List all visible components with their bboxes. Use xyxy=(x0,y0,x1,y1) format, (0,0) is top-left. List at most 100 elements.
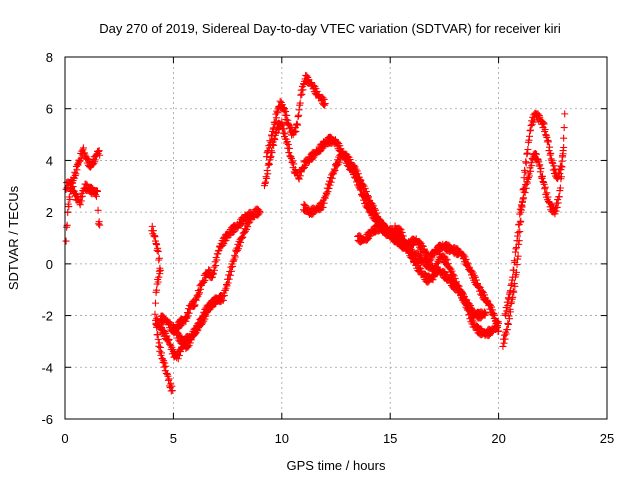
series-track-e xyxy=(156,208,255,337)
data-point xyxy=(458,289,466,297)
x-tick-label: 25 xyxy=(600,431,614,446)
data-point xyxy=(155,254,163,262)
data-point xyxy=(155,267,163,275)
data-point xyxy=(156,343,164,351)
y-tick-label: 0 xyxy=(46,257,53,272)
data-point xyxy=(223,282,231,290)
data-point xyxy=(537,164,545,172)
data-point xyxy=(168,387,176,395)
data-point xyxy=(66,195,74,203)
series-track-b xyxy=(62,176,104,229)
data-point xyxy=(504,301,512,309)
data-point xyxy=(543,189,551,197)
data-point xyxy=(325,184,333,192)
data-point xyxy=(286,122,294,130)
data-point xyxy=(515,220,523,228)
data-point xyxy=(152,288,160,296)
data-point xyxy=(76,201,84,209)
data-point xyxy=(504,320,512,328)
data-point xyxy=(161,328,169,336)
data-point xyxy=(529,118,537,126)
data-point xyxy=(299,86,307,94)
data-point xyxy=(510,266,518,274)
data-point xyxy=(213,296,221,304)
data-point xyxy=(219,296,227,304)
series-track-j xyxy=(354,221,503,335)
data-point xyxy=(552,207,560,215)
data-point xyxy=(555,193,563,201)
data-point xyxy=(233,247,241,255)
series-track-c xyxy=(148,222,176,395)
data-point xyxy=(534,110,542,118)
data-point xyxy=(560,124,568,132)
data-point xyxy=(546,143,554,151)
data-point xyxy=(281,105,289,113)
data-point xyxy=(499,342,507,350)
data-point xyxy=(263,174,271,182)
data-point xyxy=(525,172,533,180)
series-track-a xyxy=(62,144,104,245)
data-point xyxy=(509,273,517,281)
data-point xyxy=(449,270,457,278)
data-point xyxy=(466,310,474,318)
data-point xyxy=(398,228,406,236)
data-point xyxy=(292,127,300,135)
data-point xyxy=(507,308,515,316)
data-point xyxy=(152,299,160,307)
data-point xyxy=(321,100,329,108)
plot-frame xyxy=(64,56,608,420)
data-point xyxy=(491,311,499,319)
data-point xyxy=(514,229,522,237)
data-point xyxy=(448,267,456,275)
data-point xyxy=(94,187,102,195)
data-point xyxy=(432,267,440,275)
y-tick-label: 4 xyxy=(46,153,53,168)
data-point xyxy=(195,289,203,297)
data-point xyxy=(511,258,519,266)
data-point xyxy=(492,325,500,333)
data-point xyxy=(544,138,552,146)
data-point xyxy=(550,162,558,170)
data-point xyxy=(211,266,219,274)
data-point xyxy=(67,176,75,184)
data-point xyxy=(503,307,511,315)
data-point xyxy=(327,178,335,186)
data-point xyxy=(451,274,459,282)
y-tick-label: 2 xyxy=(46,205,53,220)
data-point xyxy=(298,90,306,98)
x-tick-label: 10 xyxy=(275,431,289,446)
data-point xyxy=(547,201,555,209)
data-point xyxy=(517,217,525,225)
data-point xyxy=(96,221,104,229)
data-point xyxy=(502,311,510,319)
data-point xyxy=(225,275,233,283)
chart-title: Day 270 of 2019, Sidereal Day-to-day VTE… xyxy=(99,21,561,36)
data-point xyxy=(72,170,80,178)
data-point xyxy=(524,146,532,154)
data-point xyxy=(283,138,291,146)
data-point xyxy=(468,267,476,275)
data-point xyxy=(285,144,293,152)
data-point xyxy=(370,205,378,213)
data-point xyxy=(536,161,544,169)
series-track-d xyxy=(152,205,264,363)
data-point xyxy=(460,251,468,259)
data-point xyxy=(294,121,302,129)
data-point xyxy=(151,310,159,318)
data-point xyxy=(516,228,524,236)
data-point xyxy=(154,247,162,255)
data-point xyxy=(350,162,358,170)
data-point xyxy=(162,362,170,370)
data-point xyxy=(155,339,163,347)
data-point xyxy=(514,252,522,260)
data-point xyxy=(527,167,535,175)
x-tick-label: 0 xyxy=(61,431,68,446)
data-point xyxy=(279,121,287,129)
data-point xyxy=(494,323,502,331)
data-point xyxy=(289,157,297,165)
data-point xyxy=(244,223,252,231)
data-point xyxy=(271,118,279,126)
data-point xyxy=(561,110,569,118)
data-point xyxy=(184,343,192,351)
